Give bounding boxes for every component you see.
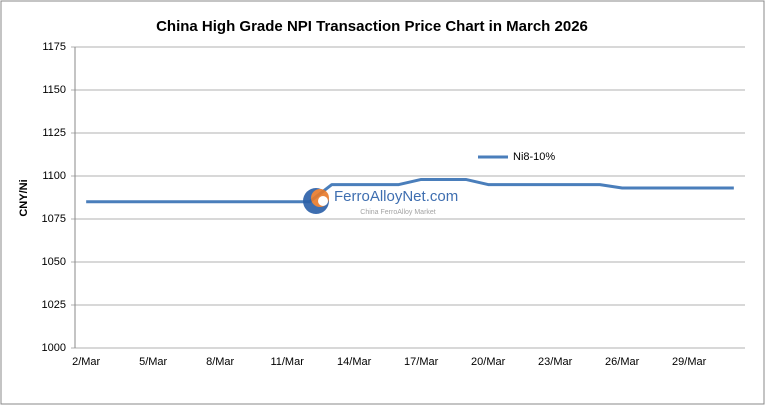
y-tick-label: 1000 [42,342,66,354]
x-tick-label: 29/Mar [672,356,707,368]
y-tick-label: 1050 [42,256,66,268]
x-tick-label: 11/Mar [270,356,304,368]
y-tick-label: 1075 [42,213,66,225]
watermark-name: FerroAlloyNet.com [334,188,458,205]
watermark-tagline: China FerroAlloy Market [360,209,436,216]
legend-label: Ni8-10% [513,151,555,163]
x-tick-label: 26/Mar [605,356,640,368]
y-tick-label: 1025 [42,299,66,311]
y-axis-label: CNY/Ni [18,179,30,216]
x-tick-label: 2/Mar [72,356,100,368]
x-tick-label: 5/Mar [139,356,167,368]
watermark: FerroAlloyNet.com China FerroAlloy Marke… [303,188,458,216]
x-tick-label: 14/Mar [337,356,372,368]
data-line [86,177,734,204]
x-tick-label: 8/Mar [206,356,234,368]
x-tick-label: 20/Mar [471,356,506,368]
y-tick-label: 1100 [42,170,66,182]
x-tick-label: 23/Mar [538,356,573,368]
chart-title: China High Grade NPI Transaction Price C… [156,18,588,35]
y-tick-label: 1150 [42,84,66,96]
y-tick-label: 1125 [42,127,66,139]
logo-center [318,196,328,206]
x-tick-label: 17/Mar [404,356,439,368]
y-tick-label: 1175 [42,41,66,53]
